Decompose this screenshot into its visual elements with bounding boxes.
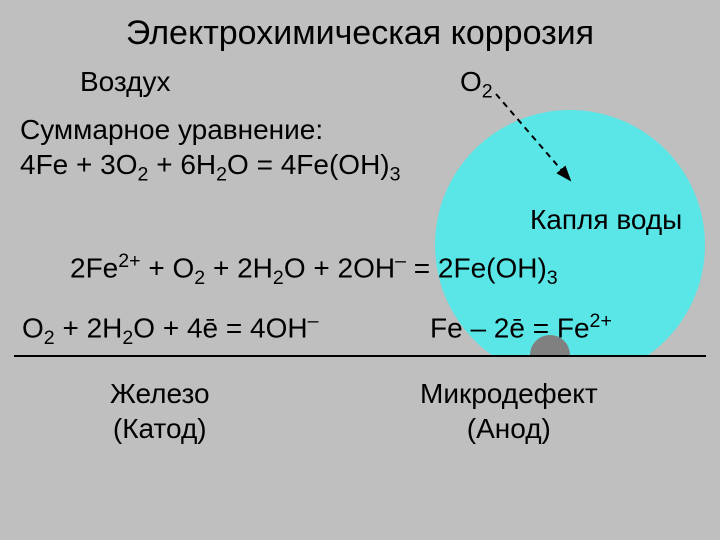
- sum-equation-block: Суммарное уравнение: 4Fe + 3O2 + 6H2O = …: [20, 112, 401, 187]
- sum-equation-label: Суммарное уравнение:: [20, 112, 401, 147]
- cathode-label-text: (Катод): [110, 411, 210, 446]
- microdefect-label-text: Микродефект: [420, 376, 598, 411]
- below-surface-mask: [0, 357, 720, 540]
- o2-arrow: [470, 90, 610, 200]
- sum-ion-equation: 2Fe2+ + O2 + 2H2O + 2OH– = 2Fe(OH)3: [70, 250, 558, 290]
- cathode-half-reaction: O2 + 2H2O + 4ē = 4OH–: [22, 310, 319, 350]
- sum-equation: 4Fe + 3O2 + 6H2O = 4Fe(OH)3: [20, 147, 401, 187]
- metal-surface-line: [14, 355, 706, 357]
- diagram-title: Электрохимическая коррозия: [0, 0, 720, 53]
- anode-half-reaction: Fe – 2ē = Fe2+: [430, 310, 612, 344]
- air-label: Воздух: [80, 66, 171, 98]
- microdefect-anode-label: Микродефект (Анод): [420, 376, 598, 446]
- arrow-line: [496, 94, 570, 180]
- anode-label-text: (Анод): [420, 411, 598, 446]
- iron-cathode-label: Железо (Катод): [110, 376, 210, 446]
- droplet-label: Капля воды: [530, 204, 682, 236]
- iron-label-text: Железо: [110, 376, 210, 411]
